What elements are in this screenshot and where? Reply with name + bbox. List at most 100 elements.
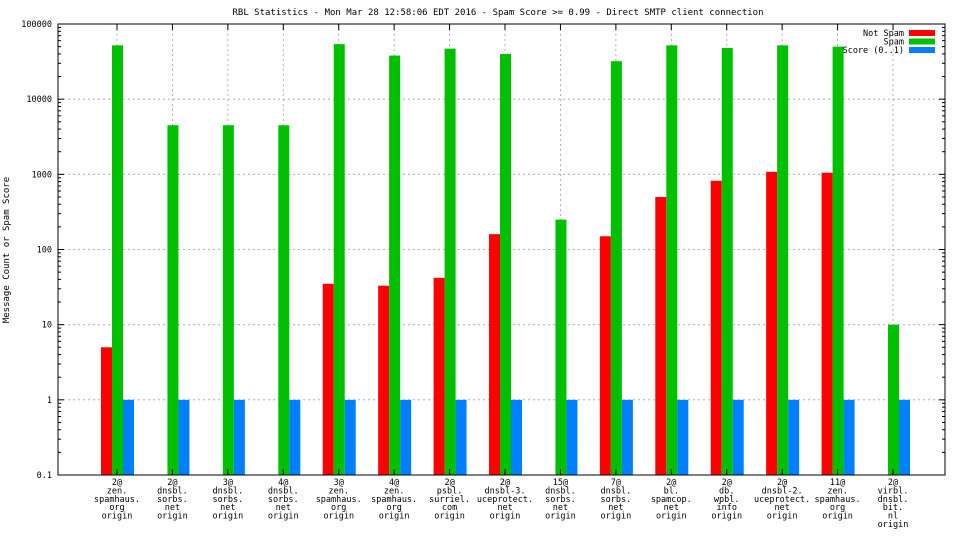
bar-spam: [888, 324, 900, 475]
x-category-label-line: dnsbl.: [157, 486, 188, 496]
x-category-label-line: wpbl.: [714, 495, 740, 505]
bar-spam: [832, 46, 844, 476]
bar-not-spam: [433, 277, 445, 475]
x-category-label-line: spamhaus.: [94, 495, 140, 505]
x-category-label-line: zen.: [107, 486, 127, 496]
legend-swatch: [909, 47, 935, 53]
bar-not-spam: [322, 283, 334, 475]
x-category-label-line: sorbs.: [545, 495, 576, 505]
x-category-label-line: zen.: [328, 486, 348, 496]
x-category-label: 2@ bl. spamcop. net origin: [651, 478, 692, 522]
x-category-label-line: 3@: [334, 478, 344, 488]
x-category-label-line: 15@: [553, 478, 568, 488]
bar-not-spam: [821, 172, 833, 475]
x-category-label-line: zen.: [827, 486, 847, 496]
x-category-label-line: net: [497, 503, 512, 513]
x-category-label-line: org: [109, 503, 124, 513]
x-category-label-line: origin: [656, 512, 687, 522]
bar-score-0-1: [344, 399, 356, 475]
chart-title: RBL Statistics - Mon Mar 28 12:58:06 EDT…: [232, 8, 763, 18]
x-category-label-line: sorbs.: [601, 495, 632, 505]
bar-score-0-1: [732, 399, 744, 475]
x-category-label-line: 7@: [611, 478, 621, 488]
x-category-label-line: zen.: [384, 486, 404, 496]
x-category-label: 2@ dnsbl-2. uceprotect. net origin: [754, 478, 810, 522]
bar-spam: [112, 45, 123, 476]
bar-score-0-1: [843, 399, 855, 475]
bar-spam: [666, 45, 678, 476]
x-category-label-line: sorbs.: [268, 495, 299, 505]
x-category-label-line: spamhaus.: [371, 495, 417, 505]
x-category-label-line: net: [276, 503, 291, 513]
x-category-label-line: net: [553, 503, 568, 513]
x-category-label-line: surriel.: [429, 495, 470, 505]
x-category-label: 15@ dnsbl. sorbs. net origin: [545, 478, 576, 522]
x-category-label-line: 2@: [777, 478, 787, 488]
x-category-label-line: origin: [213, 512, 244, 522]
bar-not-spam: [766, 171, 778, 475]
bar-score-0-1: [621, 399, 633, 475]
x-category-label-line: spamhaus.: [316, 495, 362, 505]
x-category-label: 11@ zen. spamhaus. org origin: [815, 478, 861, 522]
x-category-label-line: 2@: [722, 478, 732, 488]
x-category-label-line: 3@: [223, 478, 233, 488]
bar-not-spam: [655, 196, 667, 475]
x-category-label-line: 2@: [666, 478, 676, 488]
x-category-label: 2@ zen. spamhaus. org origin: [94, 478, 140, 522]
x-category-label-line: origin: [434, 512, 465, 522]
legend-swatch: [909, 30, 935, 36]
x-category-label: 7@ dnsbl. sorbs. net origin: [601, 478, 632, 522]
x-category-label: 2@ db. wpbl. info origin: [711, 478, 742, 522]
x-category-label-line: net: [608, 503, 623, 513]
x-category-label: 4@ dnsbl. sorbs. net origin: [268, 478, 299, 522]
y-tick-label: 100: [37, 246, 52, 256]
bar-score-0-1: [677, 399, 689, 475]
x-category-label-line: sorbs.: [157, 495, 188, 505]
bar-spam: [278, 125, 290, 476]
legend-entry-label: Spam: [884, 38, 904, 48]
bar-score-0-1: [566, 399, 578, 475]
x-category-label-line: 2@: [888, 478, 898, 488]
y-tick-label: 10000: [26, 95, 52, 105]
x-category-label-line: 2@: [112, 478, 122, 488]
x-category-label: 2@ dnsbl-3. uceprotect. net origin: [477, 478, 533, 522]
y-tick-label: 1000: [32, 170, 52, 180]
x-category-label-line: dnsbl-2.: [762, 486, 803, 496]
bar-score-0-1: [899, 399, 911, 475]
y-axis-label: Message Count or Spam Score: [2, 177, 12, 323]
x-category-label-line: org: [386, 503, 401, 513]
bar-spam: [333, 44, 345, 475]
x-category-label-line: sorbs.: [213, 495, 244, 505]
bar-spam: [777, 45, 789, 476]
legend-entry-label: Not Spam: [863, 29, 904, 39]
x-category-label-line: uceprotect.: [477, 495, 533, 505]
x-category-label-line: dnsbl.: [268, 486, 299, 496]
x-category-label-line: dnsbl.: [601, 486, 632, 496]
x-category-label-line: origin: [545, 512, 576, 522]
x-category-label-line: uceprotect.: [754, 495, 810, 505]
x-category-label-line: origin: [767, 512, 798, 522]
x-category-label-line: org: [331, 503, 346, 513]
x-category-label-line: spamhaus.: [815, 495, 861, 505]
bar-spam: [610, 61, 622, 475]
x-category-label-line: bit.: [883, 503, 903, 513]
x-category-label: 4@ zen. spamhaus. org origin: [371, 478, 417, 522]
bar-score-0-1: [289, 399, 301, 475]
bar-not-spam: [599, 236, 611, 475]
axis-ticks: 0.1 1 10 100 1000 10000 100000: [21, 20, 945, 481]
legend-swatch: [909, 38, 935, 45]
x-category-label: 3@ zen. spamhaus. org origin: [316, 478, 362, 522]
bar-score-0-1: [400, 399, 412, 475]
x-category-label-line: origin: [323, 512, 354, 522]
bar-not-spam: [101, 347, 112, 475]
x-category-label-line: origin: [379, 512, 410, 522]
x-category-label-line: virbl.: [878, 486, 909, 496]
x-category-label: 2@ virbl. dnsbl. bit. nl origin: [878, 478, 909, 530]
x-category-label-line: origin: [878, 520, 909, 530]
y-tick-label: 1: [47, 396, 52, 406]
x-category-label: 3@ dnsbl. sorbs. net origin: [213, 478, 244, 522]
x-category-label-line: nl: [888, 512, 898, 522]
y-tick-label: 100000: [21, 20, 52, 30]
